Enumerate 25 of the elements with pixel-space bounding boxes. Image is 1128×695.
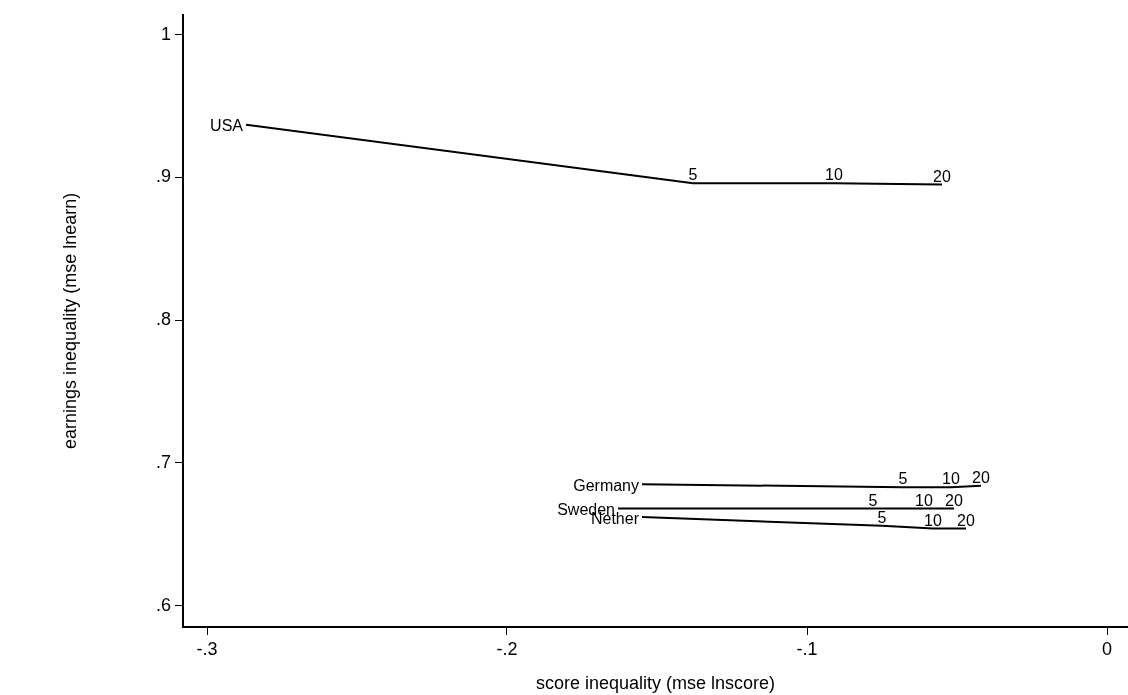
y-tick-label: .6	[155, 594, 171, 615]
annotation: 10	[825, 166, 843, 184]
x-tick-label: -.2	[496, 638, 518, 659]
annotation: 10	[942, 470, 960, 488]
y-tick-label: .8	[155, 309, 171, 330]
x-axis-title: score inequality (mse lnscore)	[535, 673, 776, 694]
annotation: 10	[924, 511, 942, 529]
annotation: 20	[972, 468, 990, 486]
annotation: 5	[688, 166, 698, 184]
annotation: 5	[877, 508, 887, 526]
annotation: 20	[933, 167, 951, 185]
annotation: 10	[915, 491, 933, 509]
y-tick-label: .9	[155, 166, 171, 187]
series-label: USA	[210, 117, 244, 135]
y-tick-label: .7	[155, 451, 171, 472]
y-axis-title: earnings inequality (mse lnearn)	[59, 192, 80, 449]
x-tick-label: -.1	[796, 638, 818, 659]
x-tick-label: -.3	[196, 638, 218, 659]
y-tick-label: 1	[160, 23, 171, 44]
annotation: 5	[898, 470, 908, 488]
annotation: 5	[868, 491, 878, 509]
x-tick-label: 0	[1101, 638, 1113, 659]
annotation: 20	[945, 491, 963, 509]
series-label: Germany	[573, 476, 639, 494]
annotation: 20	[957, 511, 975, 529]
